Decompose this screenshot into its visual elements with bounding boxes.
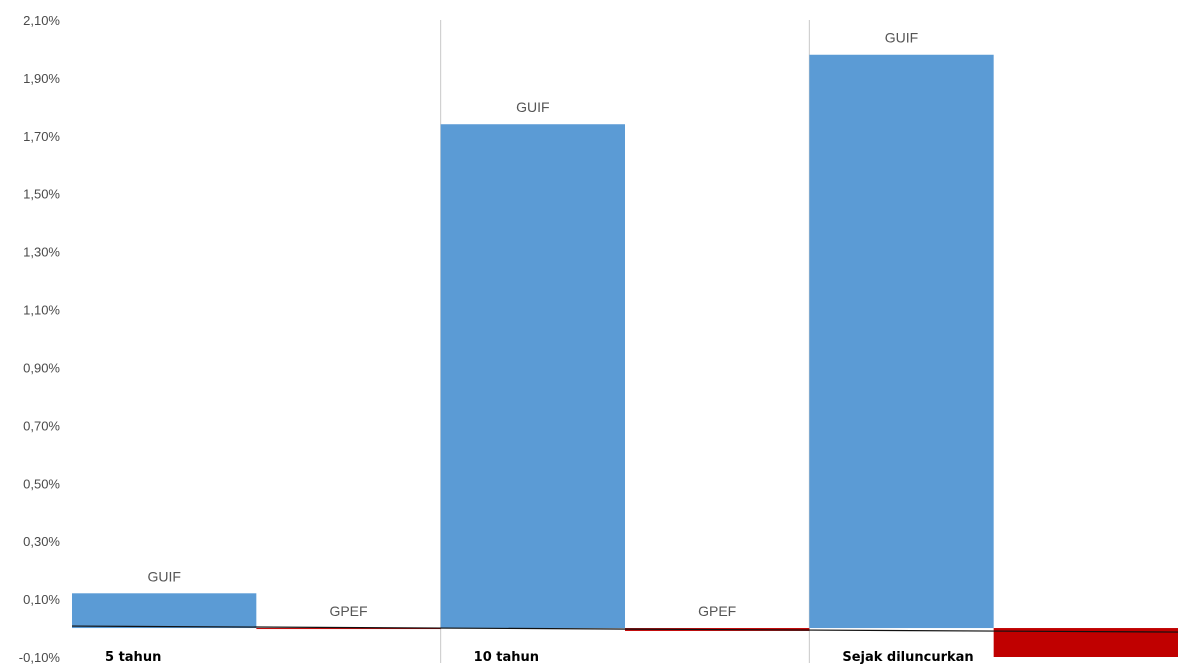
category-label: 5 tahun — [105, 650, 161, 665]
bar-data-label: GPEF — [698, 603, 736, 619]
y-axis-ticks: 2,10% 1,90% 1,70% 1,50% 1,30% 1,10% 0,90% 0,70%… — [19, 13, 61, 665]
y-tick-label: 1,10% — [23, 303, 60, 318]
bar-guif — [440, 124, 625, 629]
bar-data-label: GUIF — [147, 568, 180, 584]
y-tick-label: -0,10% — [19, 650, 61, 665]
bar-data-label: GUIF — [885, 30, 918, 46]
bar-gpef — [993, 628, 1178, 657]
y-tick-label: 2,10% — [23, 13, 60, 28]
category-label: Sejak diluncurkan — [842, 650, 973, 665]
y-tick-label: 0,50% — [23, 476, 60, 491]
category-label: 10 tahun — [474, 650, 539, 665]
bar-gpef — [256, 628, 441, 630]
bar-guif — [72, 593, 257, 629]
baseline — [71, 625, 1178, 633]
bars — [72, 54, 1178, 657]
y-tick-label: 1,90% — [23, 71, 60, 86]
y-tick-label: 1,30% — [23, 245, 60, 260]
y-tick-label: 0,30% — [23, 534, 60, 549]
bar-guif — [809, 54, 994, 629]
bar-data-label: GUIF — [516, 99, 549, 115]
y-tick-label: 0,90% — [23, 360, 60, 375]
zero-baseline — [71, 625, 1178, 633]
bar-data-label: GPEF — [329, 603, 367, 619]
y-tick-label: 0,10% — [23, 592, 60, 607]
y-tick-label: 1,50% — [23, 187, 60, 202]
bar-labels: GUIF GPEF GUIF GPEF GUIF — [147, 30, 918, 619]
category-labels: 5 tahun 10 tahun Sejak diluncurkan — [105, 650, 974, 665]
y-tick-label: 1,70% — [23, 129, 60, 144]
y-tick-label: 0,70% — [23, 418, 60, 433]
